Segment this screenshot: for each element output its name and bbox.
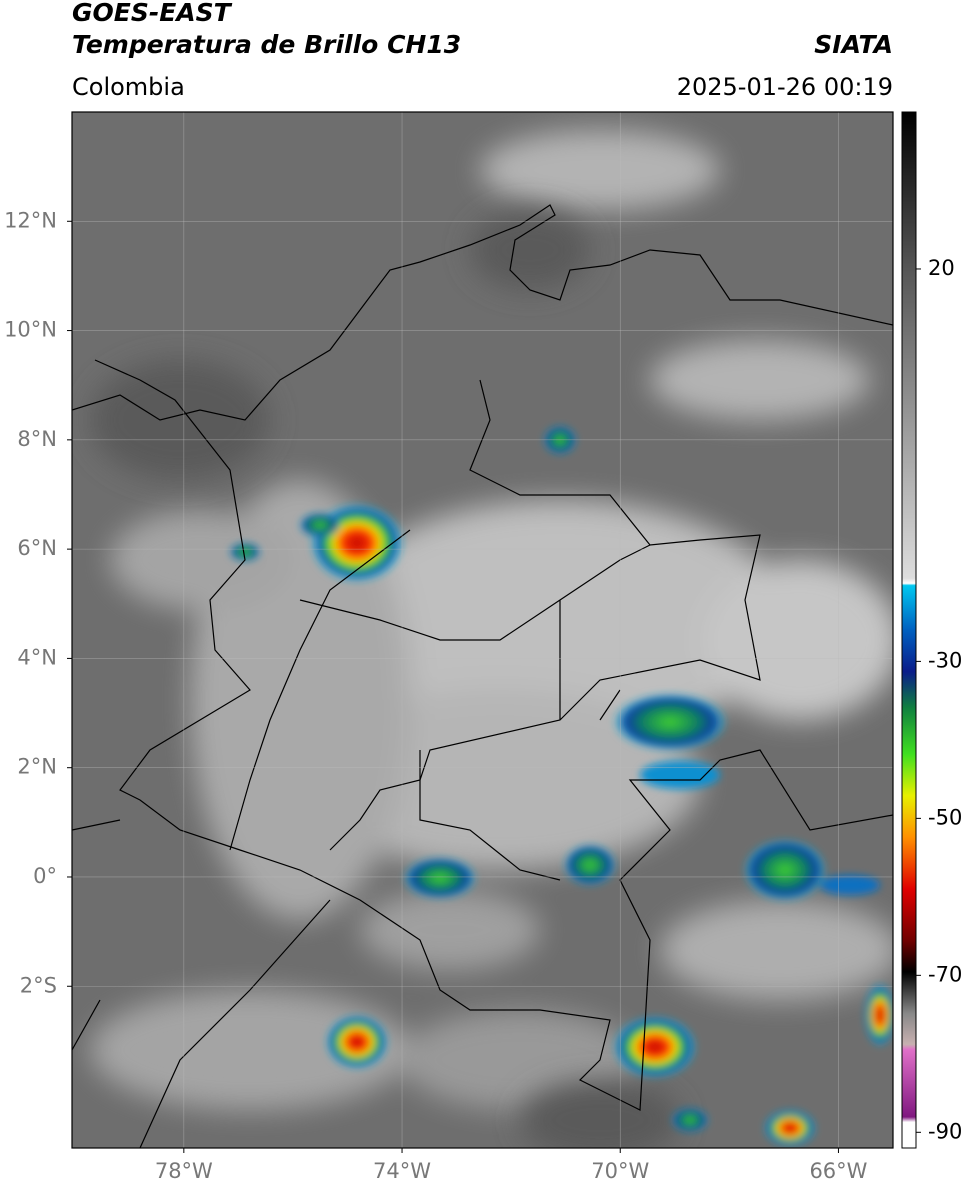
x-tick-label: 66°W	[809, 1159, 867, 1183]
colorbar-tick-label: -30	[928, 648, 962, 672]
source: SIATA	[814, 30, 893, 59]
grid	[72, 112, 893, 1148]
x-tick-label: 74°W	[373, 1159, 431, 1183]
satellite-image	[72, 112, 893, 1148]
y-tick-label: 6°N	[17, 536, 57, 560]
borders	[72, 204, 893, 1148]
x-tick-label: 70°W	[591, 1159, 649, 1183]
timestamp: 2025-01-26 00:19	[677, 73, 893, 101]
colorbar	[901, 111, 917, 1149]
y-tick-label: 0°	[33, 864, 57, 888]
colorbar-tick-label: 20	[928, 256, 955, 280]
y-tick-label: 12°N	[4, 208, 57, 232]
subtitle: Temperatura de Brillo CH13	[72, 30, 461, 59]
map-frame	[71, 111, 894, 1149]
y-tick-label: 2°S	[20, 973, 57, 997]
region: Colombia	[72, 73, 185, 101]
x-tick-label: 78°W	[155, 1159, 213, 1183]
y-tick-label: 2°N	[17, 755, 57, 779]
colorbar-tick-label: -70	[928, 962, 962, 986]
colorbar-tick-label: -50	[928, 805, 962, 829]
y-tick-label: 10°N	[4, 318, 57, 342]
y-tick-label: 4°N	[17, 645, 57, 669]
title: GOES-EAST	[72, 0, 233, 27]
colorbar-tick-label: -90	[928, 1119, 962, 1143]
y-tick-label: 8°N	[17, 427, 57, 451]
